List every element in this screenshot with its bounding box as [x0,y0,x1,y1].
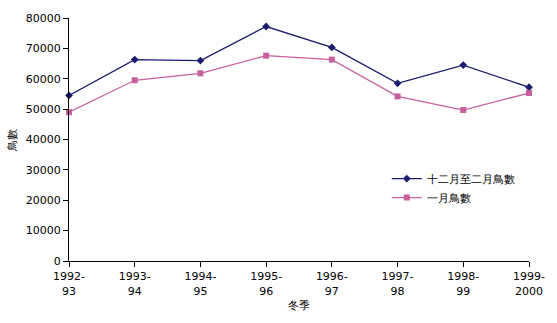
svg-text:1999-2000: 1999-2000 [513,270,545,297]
svg-text:1997-98: 1997-98 [382,270,414,297]
svg-text:50000: 50000 [26,103,61,116]
svg-text:10000: 10000 [26,224,61,237]
svg-text:80000: 80000 [26,12,61,25]
svg-text:1992-93: 1992-93 [53,270,85,297]
svg-text:40000: 40000 [26,133,61,146]
svg-text:1996-97: 1996-97 [316,270,348,297]
svg-text:十二月至二月鳥數: 十二月至二月鳥數 [427,173,515,186]
svg-text:70000: 70000 [26,42,61,55]
svg-text:30000: 30000 [26,164,61,177]
svg-text:一月鳥數: 一月鳥數 [427,192,471,205]
svg-text:鳥數: 鳥數 [6,129,19,152]
svg-text:1998-99: 1998-99 [447,270,479,297]
svg-text:20000: 20000 [26,194,61,207]
svg-text:1994-95: 1994-95 [184,270,216,297]
svg-text:0: 0 [54,255,61,268]
svg-text:冬季: 冬季 [288,299,310,312]
svg-text:60000: 60000 [26,73,61,86]
svg-text:1995-96: 1995-96 [250,270,282,297]
svg-text:1993-94: 1993-94 [119,270,151,297]
